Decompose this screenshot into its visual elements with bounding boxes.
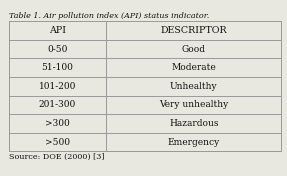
Text: Very unhealthy: Very unhealthy (159, 100, 228, 109)
Text: Hazardous: Hazardous (169, 119, 218, 128)
Text: 101-200: 101-200 (39, 82, 76, 91)
Text: 0-50: 0-50 (47, 45, 67, 54)
Text: Unhealthy: Unhealthy (170, 82, 218, 91)
Text: Emergency: Emergency (168, 138, 220, 147)
Text: >300: >300 (45, 119, 70, 128)
Text: Good: Good (182, 45, 206, 54)
Text: 201-300: 201-300 (39, 100, 76, 109)
Text: >500: >500 (45, 138, 70, 147)
Text: 51-100: 51-100 (41, 63, 73, 72)
Text: DESCRIPTOR: DESCRIPTOR (160, 26, 227, 35)
Text: Moderate: Moderate (171, 63, 216, 72)
Text: API: API (49, 26, 66, 35)
Text: Source: DOE (2000) [3]: Source: DOE (2000) [3] (9, 153, 104, 161)
Text: Table 1. Air pollution index (API) status indicator.: Table 1. Air pollution index (API) statu… (9, 12, 209, 20)
